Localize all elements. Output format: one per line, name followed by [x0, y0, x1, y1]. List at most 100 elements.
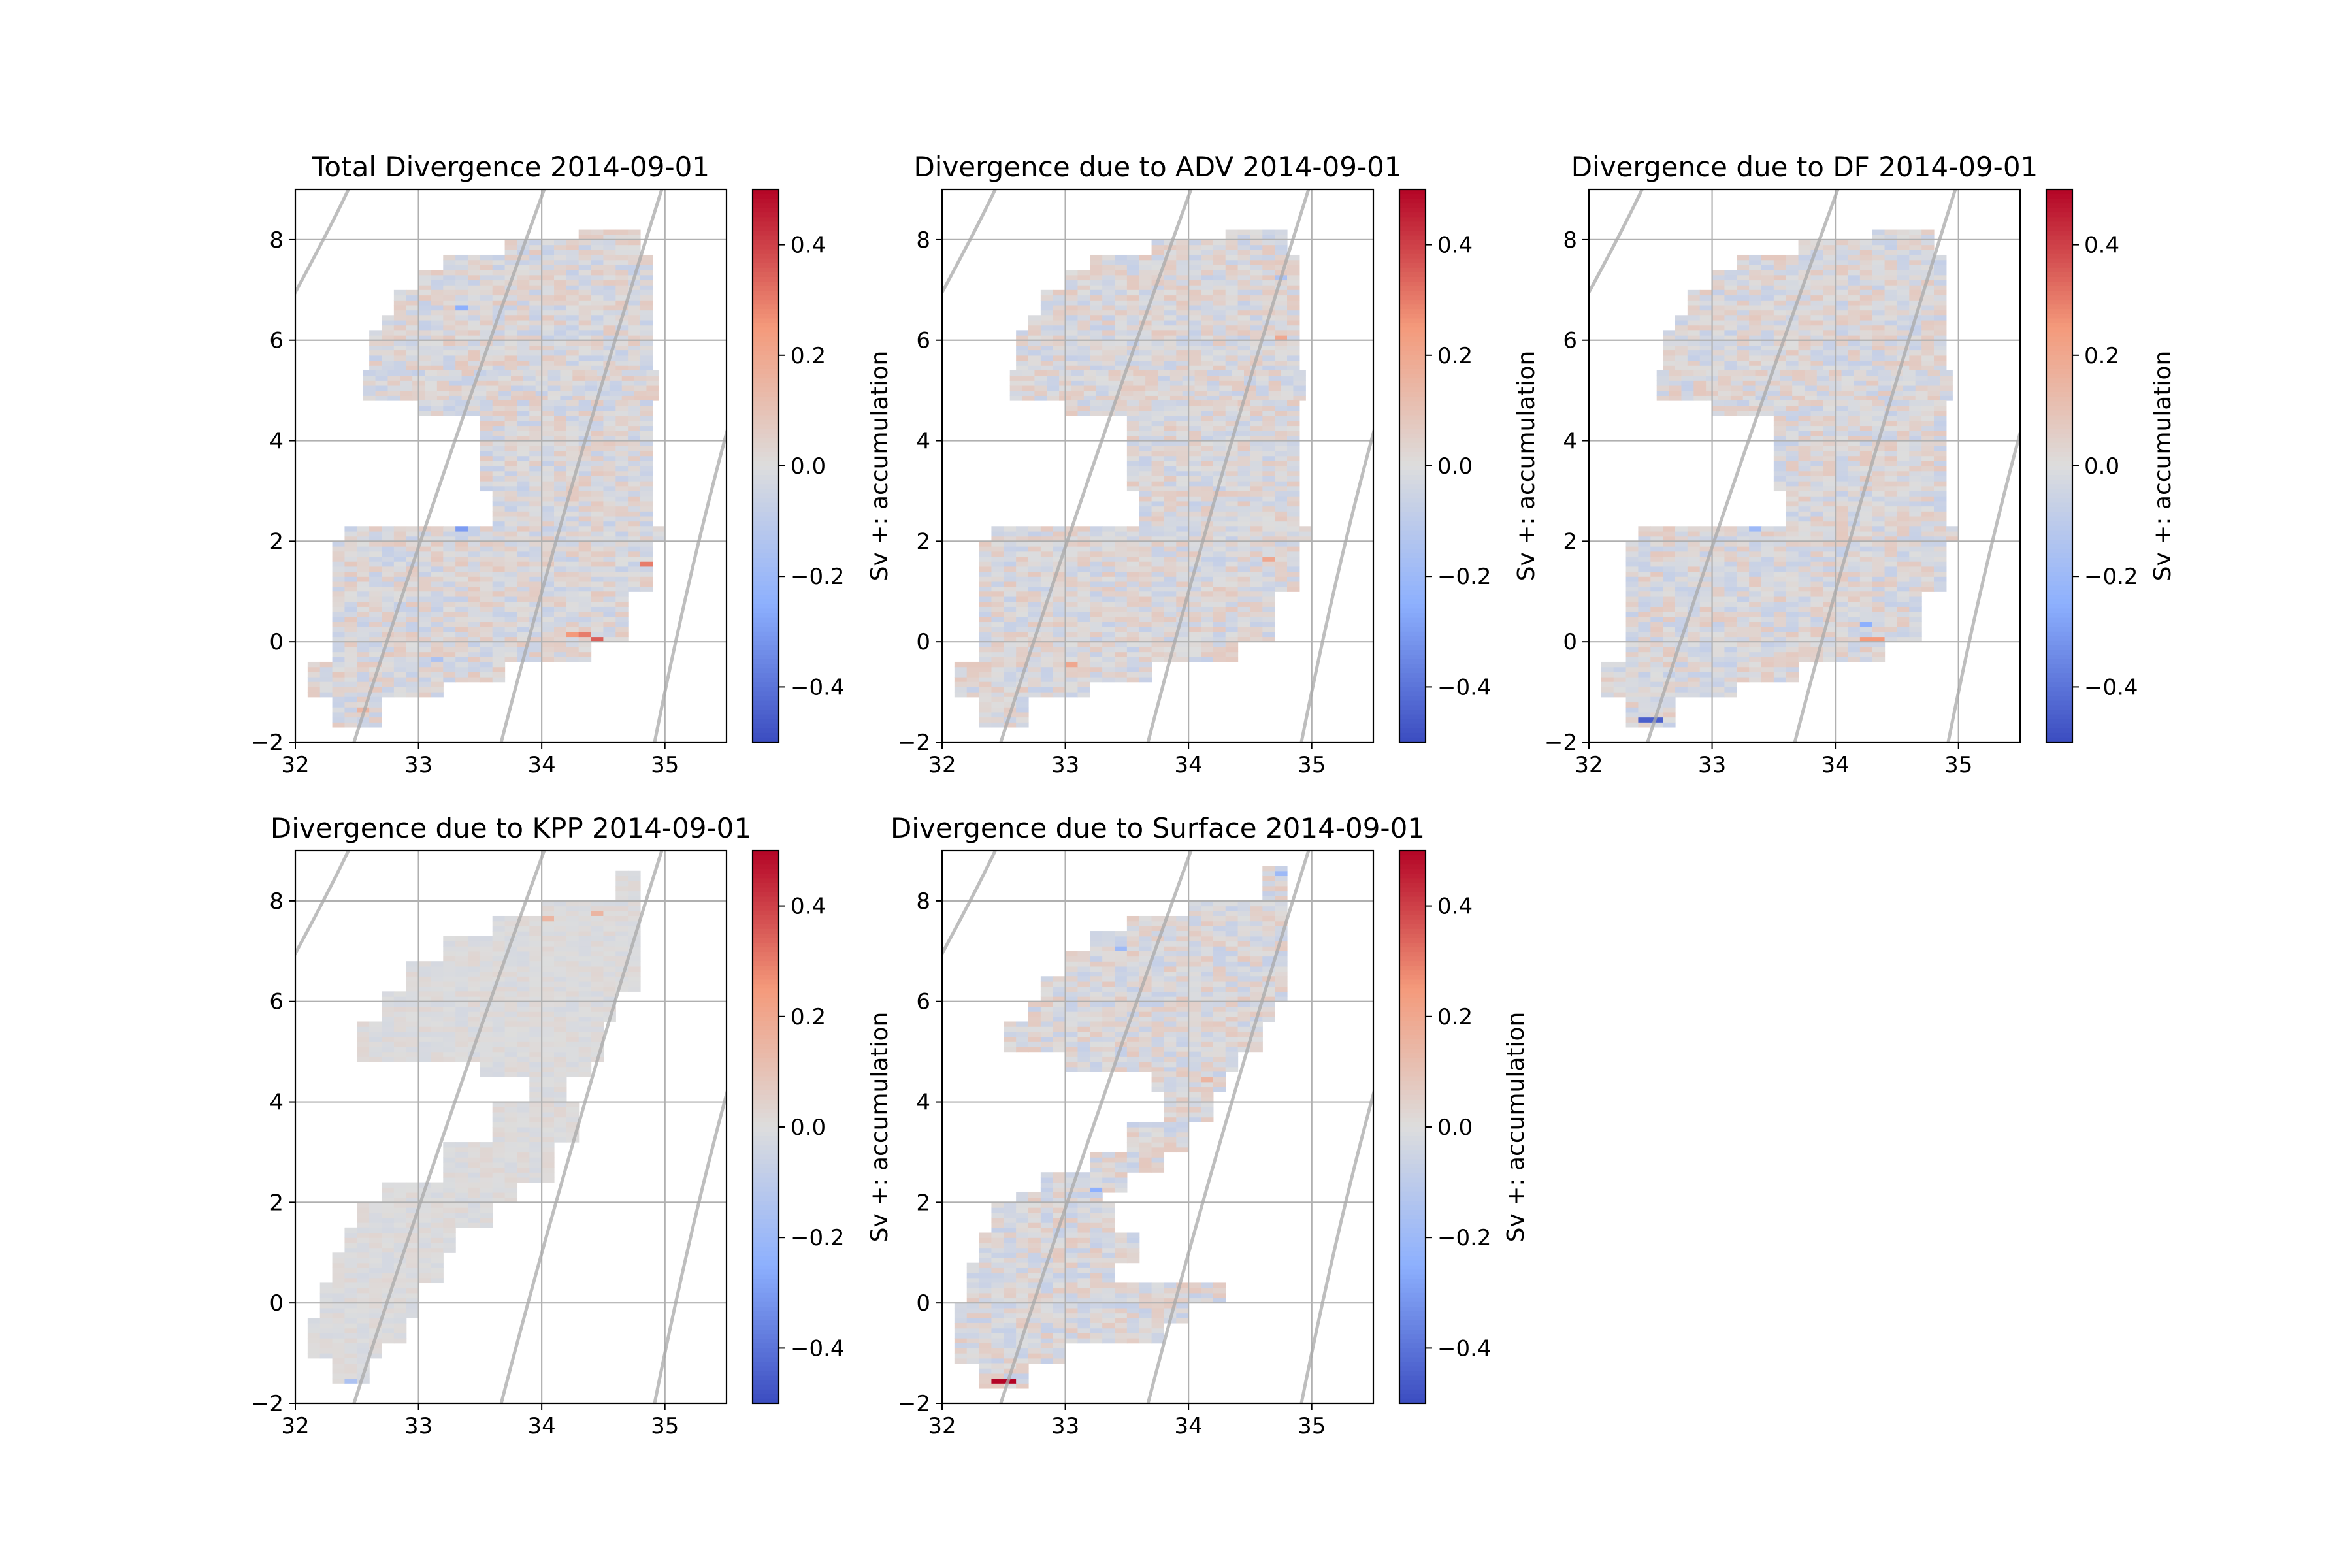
- heatmap-cell: [418, 319, 432, 326]
- heatmap-cell: [1237, 556, 1251, 562]
- heatmap-cell: [542, 274, 555, 281]
- heatmap-cell: [1909, 244, 1922, 250]
- heatmap-cell: [529, 500, 542, 507]
- heatmap-cell: [344, 526, 357, 532]
- heatmap-cell: [1201, 280, 1214, 286]
- heatmap-cell: [1921, 410, 1935, 416]
- heatmap-cell: [1737, 315, 1750, 321]
- heatmap-cell: [468, 601, 481, 607]
- heatmap-cell: [542, 466, 555, 472]
- heatmap-cell: [542, 310, 555, 316]
- heatmap-cell: [1151, 566, 1165, 572]
- heatmap-cell: [991, 696, 1004, 703]
- heatmap-cell: [1934, 425, 1947, 431]
- heatmap-cell: [1164, 461, 1177, 466]
- heatmap-cell: [1090, 325, 1103, 331]
- heatmap-cell: [1225, 365, 1239, 371]
- heatmap-cell: [517, 571, 530, 577]
- heatmap-cell: [1188, 259, 1201, 265]
- heatmap-cell: [628, 511, 641, 517]
- heatmap-cell: [1250, 541, 1263, 547]
- heatmap-cell: [1262, 270, 1275, 276]
- heatmap-cell: [1909, 350, 1922, 356]
- colorbar-swatch: [1399, 300, 1426, 306]
- heatmap-cell: [640, 405, 653, 411]
- heatmap-cell: [1151, 244, 1165, 250]
- heatmap-cell: [431, 335, 444, 341]
- heatmap-cell: [443, 280, 456, 286]
- heatmap-cell: [554, 295, 567, 301]
- heatmap-cell: [628, 300, 641, 306]
- heatmap-cell: [1934, 470, 1947, 476]
- heatmap-cell: [566, 576, 580, 582]
- heatmap-cell: [1102, 360, 1115, 366]
- heatmap-cell: [1090, 636, 1103, 642]
- heatmap-cell: [1194, 390, 1208, 396]
- heatmap-cell: [1188, 586, 1201, 592]
- heatmap-cell: [991, 541, 1004, 547]
- heatmap-cell: [443, 335, 456, 341]
- heatmap-cell: [1115, 265, 1128, 270]
- heatmap-cell: [1188, 591, 1201, 597]
- heatmap-cell: [628, 531, 641, 537]
- heatmap-cell: [1761, 319, 1774, 326]
- heatmap-cell: [1077, 536, 1090, 542]
- heatmap-cell: [1176, 244, 1189, 250]
- heatmap-cell: [1053, 627, 1066, 632]
- heatmap-cell: [1761, 340, 1774, 346]
- heatmap-cell: [1213, 551, 1226, 557]
- heatmap-cell: [492, 481, 506, 487]
- heatmap-cell: [1287, 466, 1300, 472]
- heatmap-cell: [1126, 425, 1140, 431]
- heatmap-cell: [492, 581, 506, 587]
- heatmap-cell: [1281, 385, 1294, 391]
- heatmap-cell: [375, 380, 389, 386]
- heatmap-cell: [566, 551, 580, 557]
- heatmap-cell: [1250, 466, 1263, 472]
- heatmap-cell: [1090, 646, 1103, 653]
- heatmap-cell: [628, 365, 641, 371]
- heatmap-cell: [468, 581, 481, 587]
- heatmap-cell: [1225, 420, 1239, 427]
- heatmap-cell: [1077, 410, 1090, 416]
- heatmap-cell: [1151, 571, 1165, 577]
- heatmap-cell: [1275, 515, 1288, 522]
- heatmap-cell: [1077, 319, 1090, 326]
- heatmap-cell: [1028, 319, 1041, 326]
- heatmap-cell: [1213, 591, 1226, 597]
- heatmap-cell: [1102, 365, 1115, 371]
- colorbar-swatch: [1399, 678, 1426, 683]
- heatmap-cell: [1773, 466, 1787, 472]
- heatmap-cell: [1244, 385, 1257, 391]
- heatmap-cell: [1275, 556, 1288, 562]
- heatmap-cell: [1848, 285, 1861, 291]
- heatmap-cell: [615, 335, 629, 341]
- heatmap-cell: [406, 335, 419, 341]
- colorbar-swatch: [753, 627, 779, 632]
- heatmap-cell: [1786, 476, 1799, 482]
- heatmap-cell: [1878, 385, 1891, 391]
- heatmap-cell: [1256, 395, 1269, 401]
- heatmap-cell: [529, 425, 542, 431]
- heatmap-cell: [640, 289, 653, 296]
- heatmap-cell: [1921, 304, 1935, 311]
- heatmap-cell: [1872, 254, 1886, 261]
- heatmap-cell: [1897, 289, 1910, 296]
- heatmap-cell: [443, 631, 456, 638]
- heatmap-cell: [504, 254, 518, 261]
- heatmap-cell: [393, 606, 407, 612]
- heatmap-cell: [1712, 400, 1725, 406]
- heatmap-cell: [566, 280, 580, 286]
- heatmap-cell: [1848, 455, 1861, 461]
- colorbar-swatch: [753, 687, 779, 693]
- heatmap-cell: [1835, 466, 1848, 472]
- colorbar-swatch: [1399, 438, 1426, 444]
- heatmap-cell: [1090, 536, 1103, 542]
- heatmap-cell: [1126, 586, 1140, 592]
- heatmap-cell: [1065, 295, 1079, 301]
- heatmap-cell: [1065, 340, 1079, 346]
- heatmap-cell: [1699, 295, 1713, 301]
- heatmap-cell: [1773, 420, 1787, 427]
- heatmap-cell: [393, 345, 407, 351]
- heatmap-cell: [1934, 420, 1947, 427]
